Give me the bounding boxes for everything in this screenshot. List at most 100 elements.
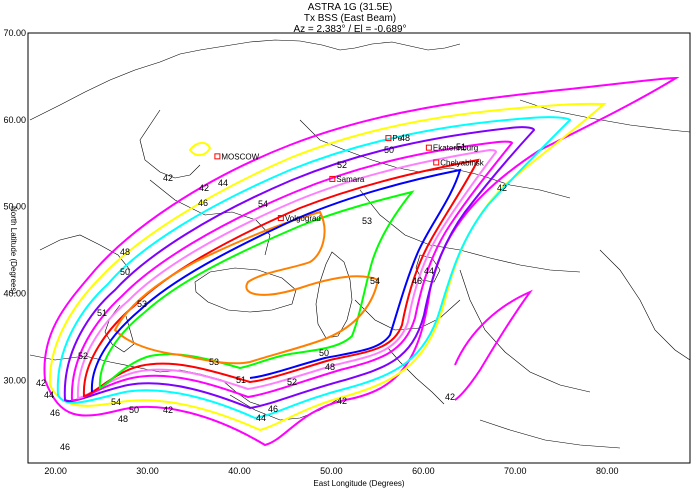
contour-label-50d: 50 bbox=[129, 405, 139, 415]
contour-label-44a: 44 bbox=[218, 178, 228, 188]
contour-label-42b: 42 bbox=[199, 183, 209, 193]
city-markers: MOSCOW Pe Ekaterinburg Chelyabinsk Samar… bbox=[214, 134, 485, 223]
x-tick-label: 50.00 bbox=[320, 466, 343, 476]
x-tick-label: 40.00 bbox=[228, 466, 251, 476]
contour-label-48d: 48 bbox=[118, 414, 128, 424]
city-samara: Samara bbox=[329, 175, 365, 184]
contour-label-46b: 46 bbox=[412, 276, 422, 286]
city-volgograd: Volgograd bbox=[277, 214, 321, 223]
y-tick-label: 30.00 bbox=[3, 375, 26, 385]
contour-label-53a: 53 bbox=[362, 216, 372, 226]
contour-label-51a: 51 bbox=[456, 142, 466, 152]
north-coast-outline bbox=[29, 39, 461, 121]
city-moscow: MOSCOW bbox=[214, 152, 260, 161]
contour-42-east bbox=[454, 289, 533, 401]
y-axis-title: North Latitude (Degrees) bbox=[9, 206, 18, 294]
contour-label-54c: 54 bbox=[111, 397, 121, 407]
contour-label-46e: 46 bbox=[60, 442, 70, 452]
border-2 bbox=[299, 119, 571, 199]
black-sea-outline bbox=[194, 267, 297, 313]
contour-label-48b: 48 bbox=[120, 247, 130, 257]
city-label: Volgograd bbox=[285, 214, 321, 223]
city-label: MOSCOW bbox=[221, 152, 259, 161]
contours bbox=[43, 76, 680, 447]
contour-label-53c: 53 bbox=[209, 357, 219, 367]
city-marker bbox=[214, 153, 221, 160]
beam-title: Tx BSS (East Beam) bbox=[303, 13, 397, 24]
city-label: Chelyabinsk bbox=[440, 158, 485, 167]
map-outlines bbox=[29, 39, 691, 449]
contour-label-46c: 46 bbox=[268, 404, 278, 414]
x-tick-label: 30.00 bbox=[136, 466, 159, 476]
contour-label-54a: 54 bbox=[258, 199, 268, 209]
y-tick-label: 50.00 bbox=[3, 202, 26, 212]
x-tick-label: 20.00 bbox=[44, 466, 67, 476]
contour-label-52c: 52 bbox=[287, 377, 297, 387]
city-label: Pe bbox=[392, 134, 402, 143]
city-marker bbox=[425, 144, 432, 151]
y-axis-ticks: 70.00 60.00 50.00 40.00 30.00 bbox=[3, 28, 26, 385]
contour-label-46a: 46 bbox=[198, 198, 208, 208]
city-chelyabinsk: Chelyabinsk bbox=[433, 158, 485, 167]
contour-label-50a: 50 bbox=[384, 145, 394, 155]
border-1 bbox=[149, 179, 271, 256]
city-marker bbox=[385, 135, 392, 142]
contour-label-52a: 52 bbox=[337, 160, 347, 170]
contour-label-42f: 42 bbox=[36, 378, 46, 388]
contour-label-42d: 42 bbox=[337, 396, 347, 406]
contour-label-52b: 52 bbox=[78, 351, 88, 361]
contour-label-54b: 54 bbox=[370, 276, 380, 286]
contour-label-50c: 50 bbox=[319, 348, 329, 358]
caspian-outline bbox=[315, 251, 353, 339]
city-label: Ekaterinburg bbox=[433, 144, 478, 153]
contour-46 bbox=[56, 116, 572, 420]
contour-44 bbox=[48, 102, 607, 432]
y-tick-label: 70.00 bbox=[3, 28, 26, 38]
contour-value-labels: 42 42 44 46 48 50 51 52 53 54 42 48 50 5… bbox=[36, 133, 507, 452]
contour-54-outer bbox=[113, 210, 380, 365]
contour-label-46d: 46 bbox=[50, 408, 60, 418]
pointing-title: Az = 2.383° / El = -0.689° bbox=[293, 24, 407, 35]
contour-48 bbox=[63, 126, 536, 410]
border-6 bbox=[519, 99, 691, 133]
contour-42-small bbox=[188, 142, 212, 156]
contour-label-42c: 42 bbox=[497, 183, 507, 193]
city-marker bbox=[277, 215, 284, 222]
x-tick-label: 70.00 bbox=[504, 466, 527, 476]
y-tick-label: 40.00 bbox=[3, 289, 26, 299]
contour-label-50b: 50 bbox=[120, 267, 130, 277]
border-4 bbox=[459, 269, 591, 393]
baltic-outline bbox=[139, 109, 201, 179]
x-tick-label: 60.00 bbox=[412, 466, 435, 476]
contour-label-42e: 42 bbox=[163, 405, 173, 415]
contour-51 bbox=[76, 148, 498, 400]
persian-gulf-outline bbox=[387, 347, 445, 405]
contour-label-44c: 44 bbox=[256, 413, 266, 423]
contour-50 bbox=[70, 140, 514, 402]
contour-label-48c: 48 bbox=[325, 362, 335, 372]
city-perm: Pe bbox=[385, 134, 403, 143]
contour-label-42a: 42 bbox=[163, 173, 173, 183]
contour-label-44d: 44 bbox=[44, 390, 54, 400]
border-8 bbox=[39, 234, 131, 271]
contour-label-42g: 42 bbox=[445, 392, 455, 402]
border-10 bbox=[479, 419, 621, 449]
x-axis-title: East Longitude (Degrees) bbox=[313, 479, 405, 488]
border-5 bbox=[354, 299, 461, 331]
city-label: Samara bbox=[336, 175, 365, 184]
contour-42 bbox=[43, 76, 680, 447]
satellite-title: ASTRA 1G (31.5E) bbox=[307, 2, 393, 13]
contour-blue bbox=[90, 168, 462, 393]
border-7 bbox=[599, 249, 691, 361]
contour-label-51b: 51 bbox=[97, 308, 107, 318]
contour-label-53b: 53 bbox=[137, 299, 147, 309]
contour-label-51c: 51 bbox=[236, 375, 246, 385]
y-tick-label: 60.00 bbox=[3, 115, 26, 125]
contour-label-48a: 48 bbox=[400, 133, 410, 143]
city-marker bbox=[433, 159, 440, 166]
x-tick-label: 80.00 bbox=[596, 466, 619, 476]
plot-frame bbox=[27, 32, 691, 464]
x-axis-ticks: 20.00 30.00 40.00 50.00 60.00 70.00 80.00 bbox=[44, 466, 618, 476]
